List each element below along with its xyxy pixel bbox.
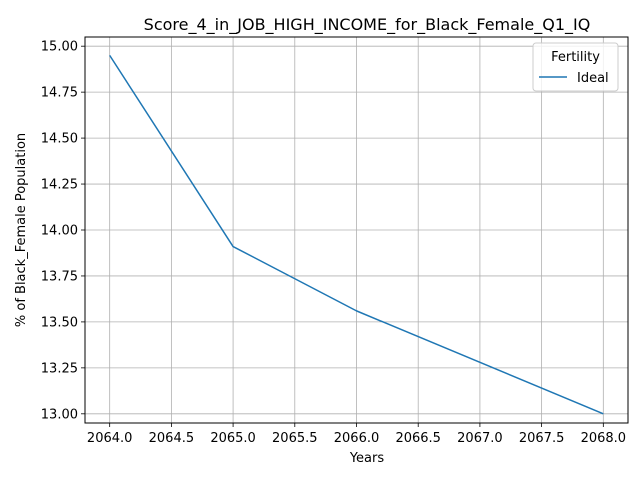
x-axis-label: Years bbox=[349, 451, 385, 466]
x-tick-label: 2065.0 bbox=[210, 431, 256, 446]
y-tick-label: 14.00 bbox=[41, 224, 78, 239]
legend-title: Fertility bbox=[551, 50, 600, 65]
chart-title: Score_4_in_JOB_HIGH_INCOME_for_Black_Fem… bbox=[144, 15, 591, 35]
x-tick-label: 2064.5 bbox=[149, 431, 195, 446]
y-tick-label: 14.25 bbox=[41, 178, 78, 193]
x-tick-label: 2066.5 bbox=[395, 431, 441, 446]
legend: Fertility Ideal bbox=[532, 42, 619, 92]
x-tick-label: 2068.0 bbox=[581, 431, 627, 446]
x-tick-label: 2067.5 bbox=[519, 431, 565, 446]
x-tick-label: 2066.0 bbox=[334, 431, 380, 446]
series-lines bbox=[109, 54, 604, 415]
y-tick-label: 14.50 bbox=[41, 132, 78, 147]
y-tick-label: 14.75 bbox=[41, 86, 78, 101]
y-tick-label: 13.75 bbox=[41, 269, 78, 284]
y-tick-label: 13.25 bbox=[41, 361, 78, 376]
grid-lines bbox=[85, 37, 628, 423]
axis-ticks: 2064.0 2064.5 2065.0 2065.5 2066.0 2066.5 2067… bbox=[41, 40, 626, 446]
legend-label-ideal: Ideal bbox=[577, 71, 609, 86]
y-axis-label: % of Black_Female Population bbox=[14, 133, 29, 327]
y-tick-label: 13.50 bbox=[41, 315, 78, 330]
legend-box bbox=[532, 42, 619, 92]
y-tick-label: 15.00 bbox=[41, 40, 78, 55]
x-tick-label: 2067.0 bbox=[457, 431, 503, 446]
y-tick-label: 13.00 bbox=[41, 407, 78, 422]
x-tick-label: 2065.5 bbox=[272, 431, 318, 446]
x-tick-label: 2064.0 bbox=[87, 431, 133, 446]
